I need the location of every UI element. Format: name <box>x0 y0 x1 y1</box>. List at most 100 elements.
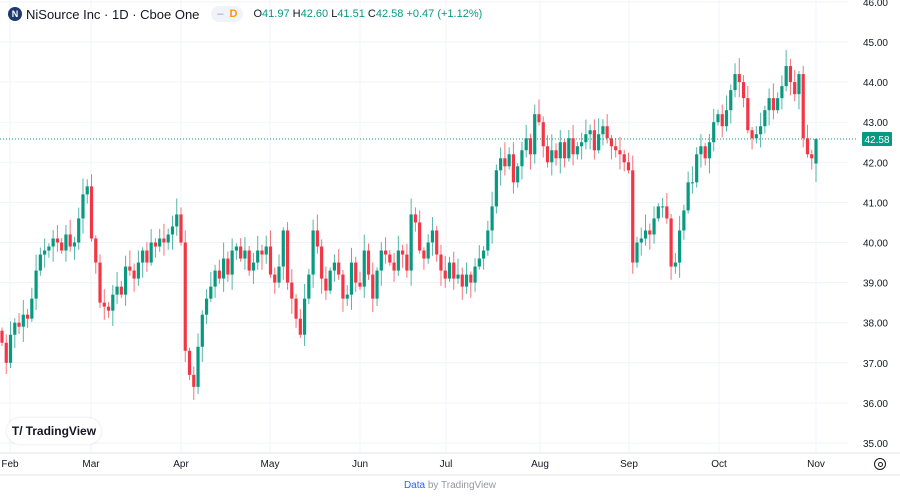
candle-body <box>226 258 230 275</box>
candle-body <box>256 250 260 263</box>
candle-body <box>592 130 596 151</box>
candle-body <box>767 98 771 111</box>
price-tick-label: 42.00 <box>863 158 888 169</box>
candle-body <box>486 230 490 251</box>
candle-body <box>601 126 605 135</box>
candle-body <box>805 138 810 155</box>
candle-body <box>217 270 221 279</box>
candle-body <box>268 246 273 275</box>
candle-body <box>597 134 601 151</box>
candle-body <box>605 126 609 139</box>
open-value: 41.97 <box>262 8 290 20</box>
candle-body <box>34 270 38 299</box>
candle-body <box>656 206 660 219</box>
candle-body <box>712 122 716 143</box>
chart-settings-icon[interactable] <box>874 458 886 470</box>
candle-body <box>409 214 413 271</box>
candle-body <box>741 82 746 99</box>
candle-body <box>132 270 136 279</box>
time-tick-label: Aug <box>531 459 549 470</box>
candle-body <box>771 98 775 111</box>
candle-body <box>554 150 558 159</box>
candle-body <box>660 206 665 208</box>
candle-body <box>17 322 21 327</box>
price-tick-label: 39.00 <box>863 279 888 290</box>
candle-body <box>162 238 166 243</box>
candle-body <box>94 238 98 263</box>
last-price-label: 42.58 <box>864 135 889 146</box>
candle-body <box>72 242 77 247</box>
candle-body <box>388 254 392 263</box>
candle-body <box>545 146 550 163</box>
candle-body <box>47 246 51 251</box>
candle-body <box>439 254 443 271</box>
candle-body <box>383 250 388 255</box>
candle-body <box>810 154 814 159</box>
candle-body <box>204 298 209 315</box>
candle-body <box>320 246 324 279</box>
candle-body <box>247 250 251 271</box>
candle-body <box>469 274 473 283</box>
candle-body <box>652 218 656 235</box>
price-tick-label: 36.00 <box>863 399 888 410</box>
candle-body <box>430 230 435 243</box>
candle-body <box>55 238 60 243</box>
low-value: 41.51 <box>337 8 365 20</box>
candle-body <box>13 322 17 335</box>
candle-body <box>707 142 712 159</box>
candle-body <box>733 74 737 91</box>
time-tick-label: Jun <box>352 459 368 470</box>
candle-body <box>298 318 302 335</box>
candle-body <box>192 374 196 387</box>
candle-body <box>477 258 481 267</box>
candle-body <box>562 142 567 159</box>
candle-body <box>251 262 256 271</box>
candle-body <box>230 250 234 275</box>
data-link[interactable]: Data <box>403 480 426 491</box>
interval-badge[interactable]: – D <box>211 6 244 22</box>
candle-body <box>175 214 179 227</box>
candle-body <box>528 138 533 155</box>
candle-body <box>746 98 750 131</box>
candle-body <box>673 262 677 267</box>
candle-body <box>354 262 358 283</box>
candle-body <box>102 302 106 307</box>
candle-body <box>281 230 285 267</box>
candle-body <box>328 270 332 291</box>
price-tick-label: 40.00 <box>863 239 888 250</box>
candle-body <box>456 274 460 279</box>
candle-body <box>98 262 102 303</box>
candle-body <box>136 262 140 279</box>
candle-body <box>81 194 85 219</box>
candle-body <box>426 242 430 259</box>
candle-body <box>196 346 200 387</box>
time-tick-label: Nov <box>807 459 825 470</box>
candle-body <box>499 158 503 171</box>
candle-body <box>405 254 409 271</box>
candle-body <box>401 250 405 255</box>
candle-body <box>797 74 801 95</box>
candle-body <box>187 350 192 375</box>
last-price-badge <box>862 132 892 147</box>
candle-body <box>89 186 94 239</box>
time-tick-label: Apr <box>173 459 189 470</box>
candle-body <box>60 242 64 251</box>
candle-body <box>665 206 669 219</box>
candle-body <box>64 234 68 251</box>
candle-body <box>0 330 4 343</box>
candle-body <box>690 182 695 184</box>
minus-icon: – <box>217 8 224 20</box>
candle-body <box>345 294 349 299</box>
high-label: H <box>292 8 301 20</box>
candle-body <box>234 246 238 251</box>
candle-body <box>119 286 123 295</box>
symbol-title[interactable]: NiSource Inc · 1D · Cboe One <box>26 6 200 22</box>
ohlc-values: O41.97 H42.60 L41.51 C42.58 +0.47 (+1.12… <box>253 8 482 20</box>
candle-body <box>30 298 34 319</box>
candle-body <box>341 274 345 299</box>
candlestick-chart[interactable]: 35.00 36.00 37.00 38.00 39.00 40.00 41.00 42.00… <box>0 0 900 478</box>
candle-body <box>776 98 780 111</box>
candle-body <box>520 150 524 167</box>
candle-body <box>643 230 648 239</box>
tradingview-watermark[interactable]: T/ TradingView <box>7 418 101 444</box>
